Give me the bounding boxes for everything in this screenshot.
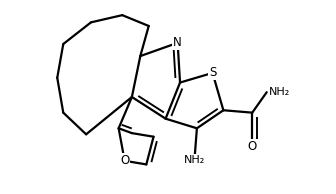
Text: NH₂: NH₂ bbox=[184, 155, 205, 165]
Text: O: O bbox=[248, 140, 257, 153]
Text: O: O bbox=[120, 154, 129, 167]
Text: NH₂: NH₂ bbox=[269, 87, 290, 97]
Text: S: S bbox=[209, 66, 216, 79]
Text: N: N bbox=[173, 36, 182, 49]
